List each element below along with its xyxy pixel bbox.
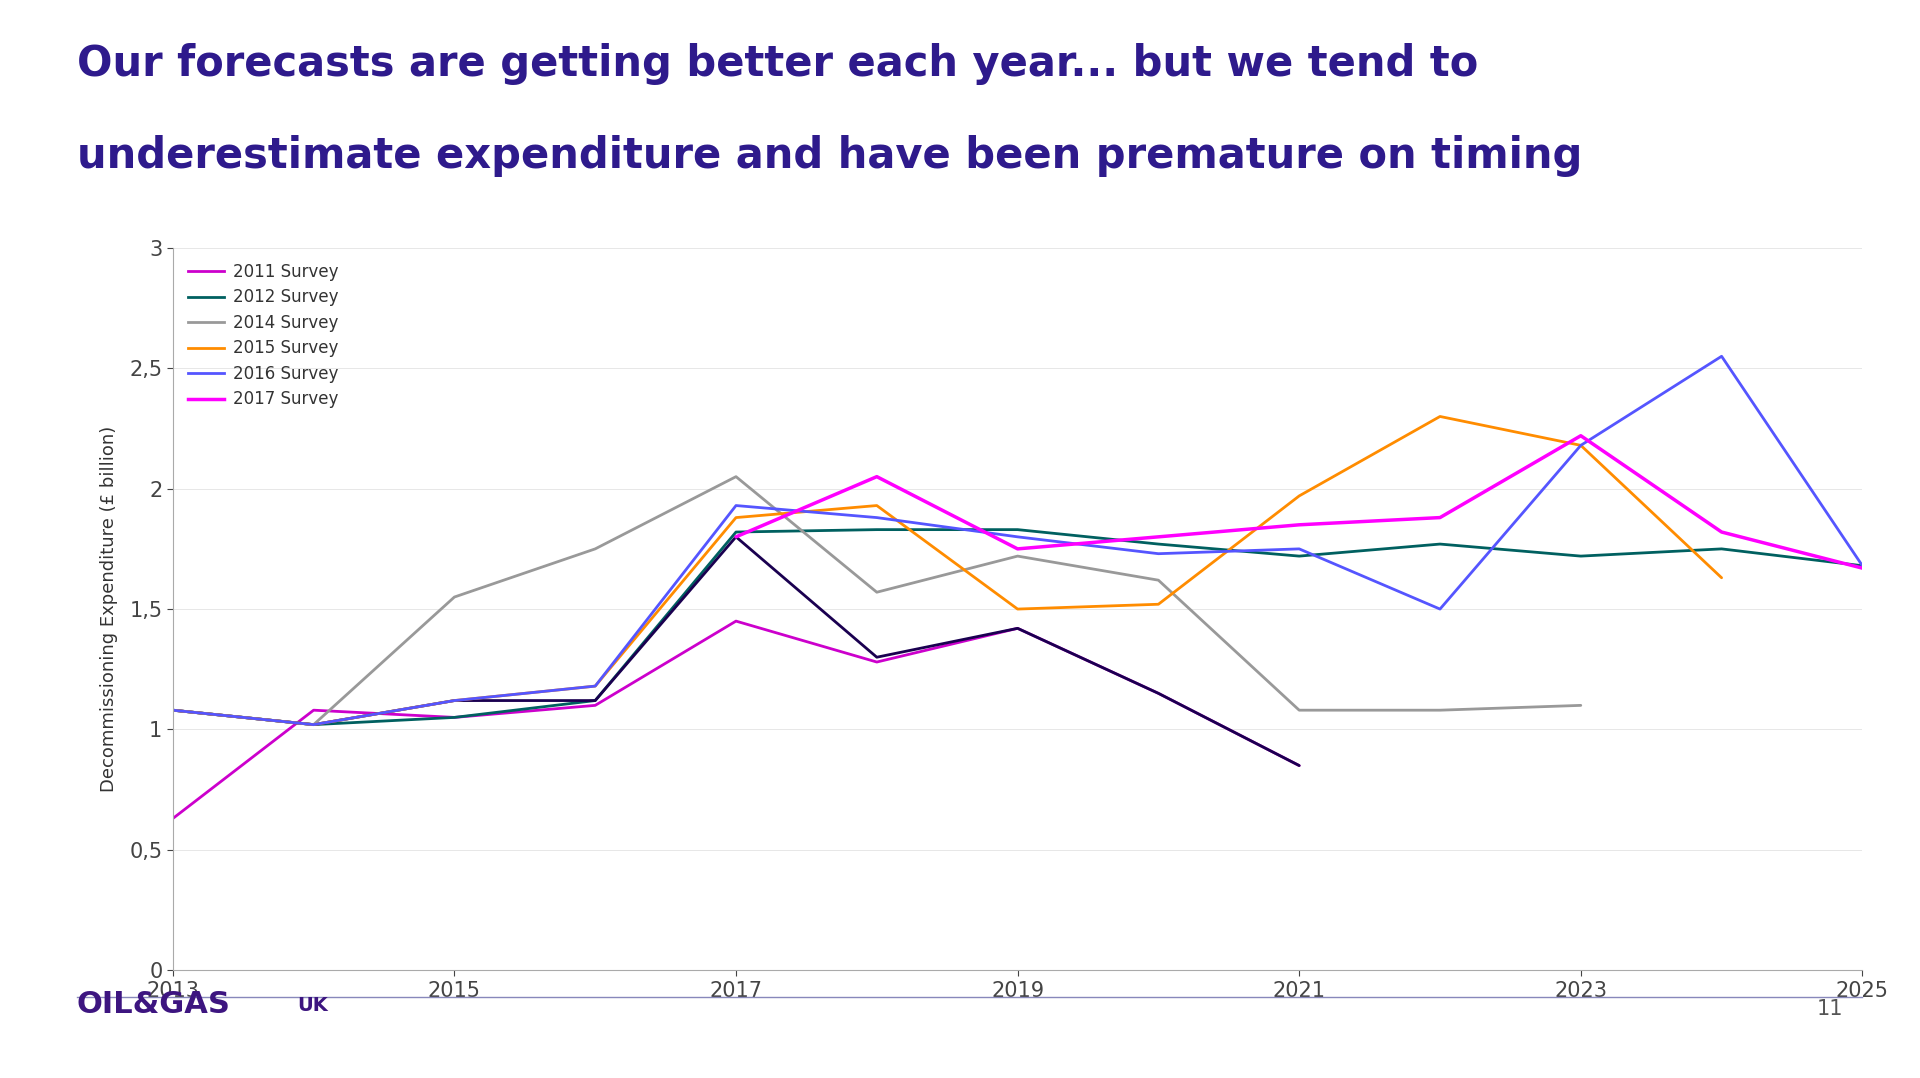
2017 Survey bbox=[1569, 429, 1592, 442]
2011 Survey bbox=[1146, 687, 1169, 700]
2011 Survey bbox=[1288, 759, 1311, 772]
2014 Survey bbox=[1006, 550, 1029, 563]
2014 Survey bbox=[584, 542, 607, 555]
2017 Survey bbox=[1851, 562, 1874, 575]
Text: Our forecasts are getting better each year... but we tend to: Our forecasts are getting better each ye… bbox=[77, 43, 1478, 85]
2013 Survey bbox=[301, 718, 324, 731]
Text: UK: UK bbox=[298, 996, 328, 1015]
2014 Survey bbox=[1569, 699, 1592, 711]
Line: 2017 Survey: 2017 Survey bbox=[735, 436, 1862, 568]
2014 Survey bbox=[301, 718, 324, 731]
2013 Survey bbox=[1006, 622, 1029, 635]
Line: 2013 Survey: 2013 Survey bbox=[173, 537, 1300, 765]
2013 Survey bbox=[1288, 759, 1311, 772]
2015 Survey bbox=[1569, 439, 1592, 452]
2012 Survey bbox=[1428, 538, 1452, 551]
2017 Survey bbox=[724, 530, 747, 543]
2016 Survey bbox=[724, 499, 747, 512]
2013 Survey bbox=[1146, 687, 1169, 700]
Text: OIL&GAS: OIL&GAS bbox=[77, 990, 230, 1019]
2014 Survey bbox=[866, 585, 889, 598]
2012 Survey bbox=[161, 704, 184, 717]
2013 Survey bbox=[444, 694, 467, 707]
2012 Survey bbox=[301, 718, 324, 731]
2012 Survey bbox=[584, 694, 607, 707]
2012 Survey bbox=[866, 523, 889, 536]
2015 Survey bbox=[584, 679, 607, 692]
2014 Survey bbox=[444, 591, 467, 604]
2014 Survey bbox=[161, 704, 184, 717]
2011 Survey bbox=[1006, 622, 1029, 635]
2015 Survey bbox=[1146, 598, 1169, 611]
2011 Survey bbox=[724, 614, 747, 627]
2015 Survey bbox=[1006, 603, 1029, 616]
2011 Survey bbox=[584, 699, 607, 711]
2012 Survey bbox=[1851, 559, 1874, 572]
Text: underestimate expenditure and have been premature on timing: underestimate expenditure and have been … bbox=[77, 135, 1582, 177]
2016 Survey bbox=[444, 694, 467, 707]
2017 Survey bbox=[1288, 519, 1311, 531]
2016 Survey bbox=[1288, 542, 1311, 555]
2013 Survey bbox=[724, 530, 747, 543]
2015 Survey bbox=[161, 704, 184, 717]
2011 Survey bbox=[866, 655, 889, 668]
2017 Survey bbox=[1711, 526, 1734, 539]
Line: 2014 Survey: 2014 Survey bbox=[173, 476, 1580, 724]
Line: 2012 Survey: 2012 Survey bbox=[173, 529, 1862, 724]
Line: 2016 Survey: 2016 Survey bbox=[173, 356, 1862, 724]
2016 Survey bbox=[866, 511, 889, 524]
2017 Survey bbox=[1428, 511, 1452, 524]
2012 Survey bbox=[1288, 550, 1311, 563]
2016 Survey bbox=[1428, 603, 1452, 616]
2016 Survey bbox=[1569, 439, 1592, 452]
2012 Survey bbox=[1711, 542, 1734, 555]
2016 Survey bbox=[301, 718, 324, 731]
2012 Survey bbox=[444, 711, 467, 724]
2011 Survey bbox=[301, 704, 324, 717]
2014 Survey bbox=[1428, 704, 1452, 717]
Line: 2011 Survey: 2011 Survey bbox=[173, 621, 1300, 818]
Line: 2015 Survey: 2015 Survey bbox=[173, 416, 1722, 724]
2012 Survey bbox=[1006, 523, 1029, 536]
2017 Survey bbox=[866, 470, 889, 483]
2015 Survey bbox=[724, 511, 747, 524]
2015 Survey bbox=[444, 694, 467, 707]
2017 Survey bbox=[1006, 542, 1029, 555]
2015 Survey bbox=[1288, 489, 1311, 502]
2017 Survey bbox=[1146, 530, 1169, 543]
2011 Survey bbox=[161, 812, 184, 825]
2016 Survey bbox=[584, 679, 607, 692]
2014 Survey bbox=[724, 470, 747, 483]
2016 Survey bbox=[161, 704, 184, 717]
2016 Survey bbox=[1711, 349, 1734, 362]
2016 Survey bbox=[1851, 559, 1874, 572]
2015 Survey bbox=[1428, 410, 1452, 423]
2016 Survey bbox=[1146, 548, 1169, 561]
2013 Survey bbox=[161, 704, 184, 717]
2014 Survey bbox=[1146, 573, 1169, 586]
2012 Survey bbox=[724, 526, 747, 539]
Y-axis label: Decommissioning Expenditure (£ billion): Decommissioning Expenditure (£ billion) bbox=[100, 426, 119, 792]
Legend: 2011 Survey, 2012 Survey, 2014 Survey, 2015 Survey, 2016 Survey, 2017 Survey: 2011 Survey, 2012 Survey, 2014 Survey, 2… bbox=[180, 257, 346, 415]
2014 Survey bbox=[1288, 704, 1311, 717]
2015 Survey bbox=[1711, 571, 1734, 584]
2013 Survey bbox=[584, 694, 607, 707]
2015 Survey bbox=[866, 499, 889, 512]
2016 Survey bbox=[1006, 530, 1029, 543]
Text: 11: 11 bbox=[1816, 998, 1843, 1019]
2013 Survey bbox=[866, 651, 889, 664]
2012 Survey bbox=[1146, 538, 1169, 551]
2011 Survey bbox=[444, 711, 467, 724]
2015 Survey bbox=[301, 718, 324, 731]
2012 Survey bbox=[1569, 550, 1592, 563]
